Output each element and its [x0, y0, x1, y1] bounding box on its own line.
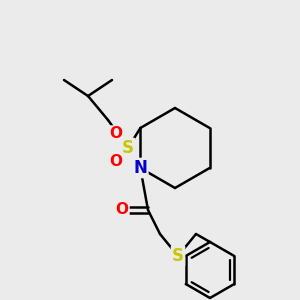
Text: S: S: [172, 247, 184, 265]
Text: S: S: [122, 139, 134, 157]
Text: O: O: [110, 127, 122, 142]
Text: N: N: [134, 159, 147, 177]
Text: O: O: [116, 202, 128, 217]
Text: O: O: [110, 154, 122, 169]
